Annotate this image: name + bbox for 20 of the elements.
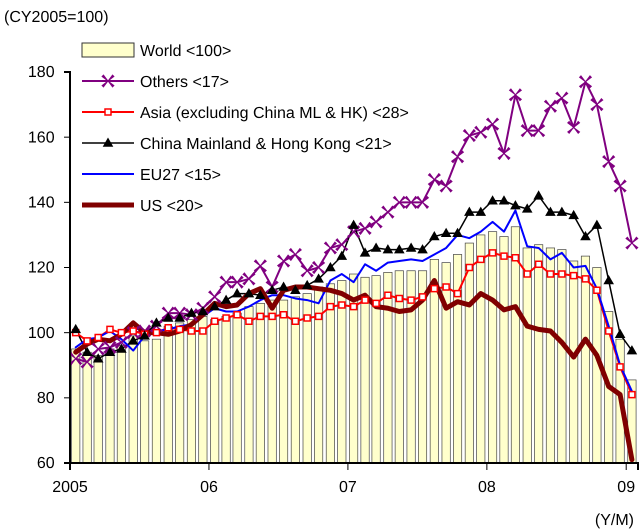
x-tick-label: 09 bbox=[617, 479, 636, 496]
y-tick-label: 160 bbox=[28, 129, 55, 146]
legend-label: EU27 <15> bbox=[140, 167, 221, 184]
x-tick-label: 2005 bbox=[52, 479, 88, 496]
legend-label: China Mainland & Hong Kong <21> bbox=[140, 136, 392, 153]
y-tick-label: 100 bbox=[28, 324, 55, 342]
x-tick-label: 06 bbox=[200, 479, 218, 496]
legend-label: US <20> bbox=[140, 198, 204, 215]
y-tick-label: 80 bbox=[36, 390, 55, 407]
x-axis-title: (Y/M) bbox=[594, 512, 634, 529]
x-tick-label: 07 bbox=[339, 479, 357, 496]
legend-label: Asia (excluding China ML & HK) <28> bbox=[140, 105, 409, 122]
y-axis-title: (CY2005=100) bbox=[4, 9, 109, 26]
y-tick-label: 180 bbox=[28, 64, 55, 82]
legend-label: Others <17> bbox=[140, 74, 229, 91]
legend-label: World <100> bbox=[140, 43, 232, 60]
y-tick-label: 120 bbox=[28, 260, 55, 277]
y-tick-label: 60 bbox=[36, 455, 55, 472]
x-tick-label: 08 bbox=[478, 479, 496, 496]
y-tick-label: 140 bbox=[28, 194, 55, 212]
